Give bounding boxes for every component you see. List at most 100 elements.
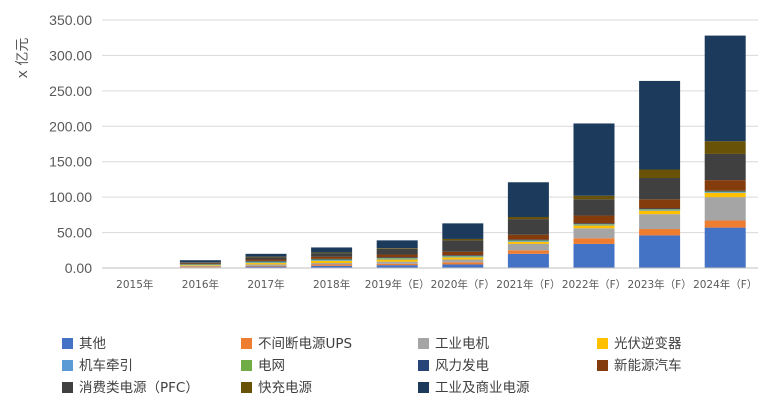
legend-swatch xyxy=(241,382,252,393)
bar-segment xyxy=(245,263,287,265)
y-axis-label: x 亿元 xyxy=(15,38,31,79)
bar-segment xyxy=(573,199,615,216)
bar-segment xyxy=(245,259,287,261)
bar-segment xyxy=(311,263,353,265)
bar-segment xyxy=(704,35,746,142)
legend-label: 工业电机 xyxy=(435,336,489,352)
legend-label: 新能源汽车 xyxy=(614,357,682,374)
bar-segment xyxy=(311,256,353,259)
legend-label: 其他 xyxy=(79,336,106,352)
bar-segment xyxy=(179,260,221,263)
bar-segment xyxy=(376,248,418,255)
bar-segment xyxy=(639,235,681,268)
bar-segment xyxy=(639,208,681,210)
legend-swatch xyxy=(62,382,73,393)
bar-segment xyxy=(442,257,484,260)
bar-segment xyxy=(179,265,221,267)
bar-segment xyxy=(245,266,287,268)
legend-item: 工业及商业电源 xyxy=(418,380,530,396)
bar-segment xyxy=(573,123,615,196)
bar-stack xyxy=(245,253,287,268)
bar-segment xyxy=(573,195,615,200)
bar-stack xyxy=(442,223,484,268)
bar-segment xyxy=(442,255,484,257)
bar-segment xyxy=(179,265,221,266)
bar-segment xyxy=(376,259,418,262)
bar-segment xyxy=(507,219,549,235)
gridlines xyxy=(102,19,758,234)
bar-segment xyxy=(442,255,484,256)
bar-segment xyxy=(376,263,418,266)
x-tick-label: 2017年 xyxy=(247,278,284,291)
bar-segment xyxy=(179,263,221,265)
bar-segment xyxy=(179,266,221,268)
bar-segment xyxy=(507,234,549,240)
bar-segment xyxy=(573,238,615,244)
bar-segment xyxy=(311,260,353,261)
bar-segment xyxy=(245,264,287,266)
y-tick-label: 50.00 xyxy=(57,225,92,241)
bar-stack xyxy=(573,123,615,268)
bar-segment xyxy=(573,215,615,224)
bar-segment xyxy=(245,257,287,260)
bar-segment xyxy=(311,252,353,254)
legend-item: 快充电源 xyxy=(241,380,312,396)
bar-segment xyxy=(639,209,681,210)
bar-segment xyxy=(376,240,418,249)
x-tick-label: 2015年 xyxy=(116,278,153,291)
bar-segment xyxy=(311,259,353,261)
bar-segment xyxy=(245,261,287,263)
legend-swatch xyxy=(418,338,429,349)
bar-segment xyxy=(442,238,484,241)
x-tick-label: 2022年（F） xyxy=(562,278,626,291)
bar-stack xyxy=(507,182,549,268)
y-tick-label: 150.00 xyxy=(49,154,92,170)
legend-label: 光伏逆变器 xyxy=(614,336,682,352)
legend-label: 风力发电 xyxy=(435,358,489,374)
bar-segment xyxy=(704,191,746,193)
bar-stack xyxy=(311,247,353,268)
bar-segment xyxy=(311,253,353,257)
bar-segment xyxy=(704,197,746,221)
bar-segment xyxy=(376,265,418,268)
bar-segment xyxy=(573,224,615,225)
bar-segment xyxy=(311,258,353,260)
legend-swatch xyxy=(418,360,429,371)
bar-segment xyxy=(507,241,549,244)
y-tick-label: 300.00 xyxy=(49,47,92,63)
legend-swatch xyxy=(62,338,73,349)
bar-segment xyxy=(639,214,681,230)
bar-segment xyxy=(442,259,484,263)
legend-label: 快充电源 xyxy=(258,380,312,396)
y-tick-label: 100.00 xyxy=(49,189,92,205)
legend-item: 风力发电 xyxy=(418,358,489,374)
legend-label: 不间断电源UPS xyxy=(258,336,352,352)
bars xyxy=(179,35,746,268)
bar-segment xyxy=(442,251,484,256)
y-tick-label: 0.00 xyxy=(65,260,92,276)
legend-item: 工业电机 xyxy=(418,336,489,352)
bar-segment xyxy=(507,253,549,268)
legend-item: 光伏逆变器 xyxy=(597,336,682,352)
bar-segment xyxy=(376,248,418,249)
bar-segment xyxy=(639,209,681,211)
bar-segment xyxy=(639,169,681,179)
x-tick-label: 2024年（F） xyxy=(693,278,757,291)
bar-segment xyxy=(507,250,549,254)
bar-segment xyxy=(376,261,418,264)
bar-stack xyxy=(639,80,681,268)
bar-segment xyxy=(245,262,287,264)
bar-segment xyxy=(507,182,549,217)
legend-label: 机车牵引 xyxy=(79,357,133,374)
bar-segment xyxy=(442,262,484,265)
legend-item: 机车牵引 xyxy=(62,357,133,374)
bar-segment xyxy=(507,216,549,220)
legend-item: 消费类电源（PFC） xyxy=(62,380,199,396)
y-tick-label: 200.00 xyxy=(49,118,92,134)
bar-segment xyxy=(573,228,615,239)
bar-segment xyxy=(442,256,484,258)
bar-segment xyxy=(376,258,418,260)
bar-segment xyxy=(376,258,418,259)
